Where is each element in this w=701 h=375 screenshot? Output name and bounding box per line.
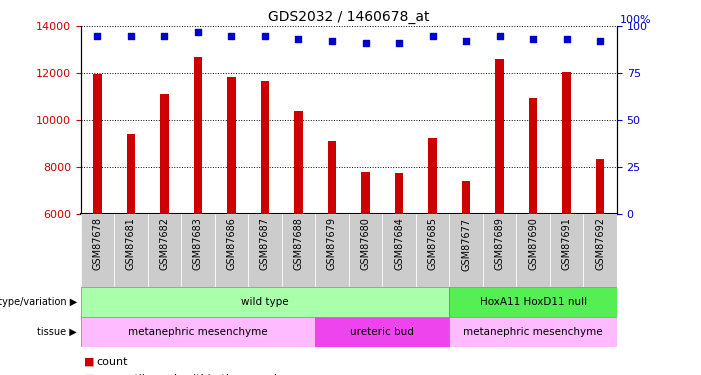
- Point: [561, 36, 572, 42]
- Text: GSM87682: GSM87682: [159, 217, 170, 270]
- Bar: [529, 98, 537, 214]
- Bar: [294, 111, 303, 214]
- Bar: [81, 214, 114, 287]
- Point: [527, 36, 538, 42]
- Point: [360, 40, 371, 46]
- Bar: [416, 214, 449, 287]
- Bar: [428, 138, 437, 214]
- Text: tissue ▶: tissue ▶: [37, 327, 77, 337]
- Text: ■: ■: [84, 357, 95, 367]
- Point: [327, 38, 338, 44]
- Point: [192, 29, 203, 35]
- Text: HoxA11 HoxD11 null: HoxA11 HoxD11 null: [479, 297, 587, 307]
- Bar: [517, 214, 550, 287]
- Point: [461, 38, 472, 44]
- Text: count: count: [96, 357, 128, 367]
- Text: 100%: 100%: [620, 15, 651, 25]
- Text: ureteric bud: ureteric bud: [350, 327, 414, 337]
- Text: genotype/variation ▶: genotype/variation ▶: [0, 297, 77, 307]
- Bar: [215, 214, 248, 287]
- Bar: [315, 317, 449, 347]
- Bar: [315, 214, 349, 287]
- Text: GSM87689: GSM87689: [495, 217, 505, 270]
- Text: GSM87683: GSM87683: [193, 217, 203, 270]
- Text: GSM87688: GSM87688: [294, 217, 304, 270]
- Text: percentile rank within the sample: percentile rank within the sample: [96, 374, 284, 375]
- Bar: [148, 214, 181, 287]
- Point: [494, 33, 505, 39]
- Text: GSM87678: GSM87678: [93, 217, 102, 270]
- Bar: [562, 72, 571, 214]
- Point: [293, 36, 304, 42]
- Bar: [93, 74, 102, 214]
- Text: GSM87677: GSM87677: [461, 217, 471, 270]
- Point: [594, 38, 606, 44]
- Bar: [81, 287, 449, 317]
- Bar: [193, 57, 202, 214]
- Point: [427, 33, 438, 39]
- Text: GSM87680: GSM87680: [360, 217, 371, 270]
- Bar: [349, 214, 382, 287]
- Bar: [496, 59, 504, 214]
- Bar: [596, 159, 604, 214]
- Bar: [382, 214, 416, 287]
- Bar: [248, 214, 282, 287]
- Text: GSM87685: GSM87685: [428, 217, 437, 270]
- Bar: [483, 214, 517, 287]
- Point: [159, 33, 170, 39]
- Text: GSM87687: GSM87687: [260, 217, 270, 270]
- Bar: [449, 287, 617, 317]
- Bar: [161, 94, 169, 214]
- Bar: [449, 214, 483, 287]
- Bar: [81, 317, 315, 347]
- Text: wild type: wild type: [241, 297, 289, 307]
- Bar: [550, 214, 583, 287]
- Text: GSM87684: GSM87684: [394, 217, 404, 270]
- Point: [92, 33, 103, 39]
- Title: GDS2032 / 1460678_at: GDS2032 / 1460678_at: [268, 10, 430, 24]
- Point: [226, 33, 237, 39]
- Point: [393, 40, 404, 46]
- Bar: [181, 214, 215, 287]
- Text: GSM87679: GSM87679: [327, 217, 337, 270]
- Point: [259, 33, 271, 39]
- Text: GSM87690: GSM87690: [528, 217, 538, 270]
- Text: GSM87692: GSM87692: [595, 217, 605, 270]
- Text: metanephric mesenchyme: metanephric mesenchyme: [128, 327, 268, 337]
- Bar: [583, 214, 617, 287]
- Bar: [127, 134, 135, 214]
- Bar: [282, 214, 315, 287]
- Text: ■: ■: [84, 374, 95, 375]
- Bar: [395, 173, 403, 214]
- Bar: [361, 172, 369, 214]
- Text: metanephric mesenchyme: metanephric mesenchyme: [463, 327, 603, 337]
- Text: GSM87686: GSM87686: [226, 217, 236, 270]
- Bar: [227, 76, 236, 214]
- Text: GSM87681: GSM87681: [126, 217, 136, 270]
- Bar: [261, 81, 269, 214]
- Bar: [462, 181, 470, 214]
- Point: [125, 33, 137, 39]
- Bar: [114, 214, 148, 287]
- Bar: [449, 317, 617, 347]
- Text: GSM87691: GSM87691: [562, 217, 571, 270]
- Bar: [328, 141, 336, 214]
